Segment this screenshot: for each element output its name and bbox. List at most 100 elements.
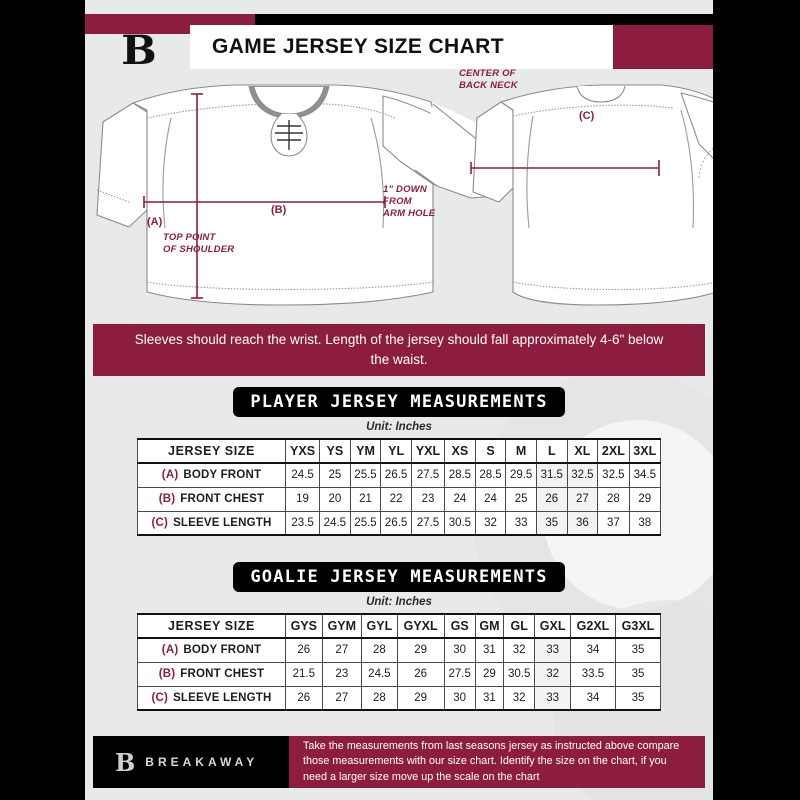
measurement-cell: 26 <box>396 661 445 687</box>
measurement-tag-b: (B) <box>271 204 287 216</box>
measurement-cell: 26.5 <box>380 510 412 536</box>
footer-brand-name: BREAKAWAY <box>145 755 259 769</box>
measurement-cell: 28 <box>361 685 398 711</box>
size-column-header: YXL <box>410 438 446 464</box>
measurement-cell: 35 <box>614 685 662 711</box>
measurement-cell: 35 <box>614 637 662 663</box>
goalie-measurements-table-container: JERSEY SIZE GYS GYM GYL GYXL GS GM GL GXL G2XL G3… <box>137 613 662 711</box>
measurement-cell: 28 <box>361 637 398 663</box>
table-row: (B) FRONT CHEST 21.5 23 24.5 26 27.5 29 30.5 32 33… <box>137 661 662 687</box>
size-column-header: GL <box>503 613 536 639</box>
measurement-row-label: (B) FRONT CHEST <box>137 486 286 512</box>
measurement-cell: 27 <box>321 637 363 663</box>
measurement-cell: 32 <box>474 510 507 536</box>
measurement-tag-c: (C) <box>579 110 595 122</box>
measurement-cell: 32.5 <box>597 462 630 488</box>
player-measurements-table-container: JERSEY SIZE YXS YS YM YL YXL XS S M L XL 2XL 3XL (A… <box>137 438 662 536</box>
measurement-row-tag: (C) <box>151 691 169 704</box>
measurement-cell: 32 <box>503 637 536 663</box>
measurement-cell: 35 <box>535 510 568 536</box>
measurement-cell: 33 <box>505 510 537 536</box>
measurement-cell: 30 <box>443 637 476 663</box>
measurement-cell: 21.5 <box>285 661 323 687</box>
measurement-cell: 29 <box>396 685 445 711</box>
player-header-jersey-size: JERSEY SIZE <box>137 438 286 464</box>
document-panel: В GAME JERSEY SIZE CHART <box>85 0 713 800</box>
measurement-cell: 31 <box>474 685 505 711</box>
measurement-cell: 26.5 <box>380 462 412 488</box>
measurement-cell: 24 <box>474 486 507 512</box>
table-row: (B) FRONT CHEST 19 20 21 22 23 24 24 25 26 27 28 29 <box>137 486 662 512</box>
lace-detail <box>275 120 303 150</box>
measurement-row-tag: (B) <box>158 668 176 680</box>
measurement-cell: 33 <box>534 637 571 663</box>
size-column-header: GM <box>474 613 505 639</box>
measurement-cell: 37 <box>597 510 630 536</box>
measurement-cell: 38 <box>628 510 662 536</box>
measurement-cell: 32 <box>534 661 571 687</box>
measurement-row-tag: (C) <box>151 516 169 529</box>
measurement-cell: 24.5 <box>284 462 321 488</box>
size-column-header: GXL <box>534 613 571 639</box>
measurement-cell: 35 <box>614 661 662 687</box>
measurement-cell: 27.5 <box>410 510 446 536</box>
breakaway-b-logo-icon: В <box>115 748 136 777</box>
callout-1in-down-from-arm-hole: 1" DOWN FROM ARM HOLE <box>383 184 436 219</box>
measurement-guides <box>143 93 660 299</box>
size-column-header: 2XL <box>597 438 630 464</box>
measurement-cell: 29.5 <box>505 462 537 488</box>
measurement-cell: 28.5 <box>474 462 507 488</box>
goalie-section-title: GOALIE JERSEY MEASUREMENTS <box>233 562 565 592</box>
measurement-cell: 28.5 <box>444 462 476 488</box>
table-row: (C) SLEEVE LENGTH 26 27 28 29 30 31 32 33 34 35 <box>137 685 662 711</box>
back-jersey-drawing <box>472 84 713 306</box>
page-title-container: GAME JERSEY SIZE CHART <box>190 25 613 69</box>
size-column-header: G3XL <box>614 613 662 639</box>
measurement-cell: 23 <box>410 486 446 512</box>
table-row: (A) BODY FRONT 24.5 25 25.5 26.5 27.5 28.5 28.5 2… <box>137 462 662 488</box>
measurement-cell: 34 <box>569 685 616 711</box>
goalie-table-body: (A) BODY FRONT 26 27 28 29 30 31 32 33 34 35 (B) FRON… <box>137 637 662 711</box>
measurement-cell: 32.5 <box>566 462 599 488</box>
measurement-cell: 24.5 <box>319 510 351 536</box>
measurement-cell: 26 <box>535 486 568 512</box>
player-section-title: PLAYER JERSEY MEASUREMENTS <box>233 387 565 417</box>
measurement-row-tag: (B) <box>158 493 176 505</box>
size-column-header: GYL <box>361 613 398 639</box>
measurement-cell: 27.5 <box>443 661 476 687</box>
measurement-cell: 34.5 <box>628 462 662 488</box>
measurement-cell: 27 <box>566 486 599 512</box>
goalie-measurements-table: JERSEY SIZE GYS GYM GYL GYXL GS GM GL GXL G2XL G3… <box>137 613 662 711</box>
measurement-tag-a: (A) <box>147 216 163 228</box>
table-header-row: JERSEY SIZE YXS YS YM YL YXL XS S M L XL 2XL 3XL <box>137 438 662 464</box>
footer-instructions-text: Take the measurements from last seasons … <box>303 739 680 783</box>
measurement-cell: 19 <box>284 486 321 512</box>
front-jersey-drawing <box>96 84 500 306</box>
size-column-header: GS <box>443 613 476 639</box>
measurement-cell: 25 <box>319 462 351 488</box>
measurement-cell: 30.5 <box>503 661 536 687</box>
size-column-header: YM <box>349 438 382 464</box>
table-row: (A) BODY FRONT 26 27 28 29 30 31 32 33 34 35 <box>137 637 662 663</box>
callout-top-point-of-shoulder: TOP POINT OF SHOULDER <box>163 232 235 255</box>
size-column-header: XL <box>566 438 599 464</box>
page-header: В GAME JERSEY SIZE CHART <box>85 25 713 71</box>
footer-instructions-container: Take the measurements from last seasons … <box>289 736 705 788</box>
measurement-cell: 36 <box>566 510 599 536</box>
page-footer: В BREAKAWAY Take the measurements from l… <box>93 736 705 788</box>
measurement-cell: 24 <box>444 486 476 512</box>
measurement-cell: 23.5 <box>284 510 321 536</box>
player-measurements-table: JERSEY SIZE YXS YS YM YL YXL XS S M L XL 2XL 3XL (A… <box>137 438 662 536</box>
footer-brand: В BREAKAWAY <box>93 736 289 788</box>
measurement-row-label: (A) BODY FRONT <box>137 462 286 488</box>
measurement-cell: 24.5 <box>361 661 398 687</box>
measurement-cell: 30.5 <box>444 510 476 536</box>
size-column-header: XS <box>444 438 476 464</box>
measurement-row-tag: (A) <box>161 469 179 482</box>
measurement-cell: 28 <box>597 486 630 512</box>
fit-note-banner: Sleeves should reach the wrist. Length o… <box>93 324 705 376</box>
measurement-cell: 33.5 <box>569 661 616 687</box>
measurement-row-label: (C) SLEEVE LENGTH <box>137 510 286 536</box>
table-row: (C) SLEEVE LENGTH 23.5 24.5 25.5 26.5 27.5 30.5… <box>137 510 662 536</box>
